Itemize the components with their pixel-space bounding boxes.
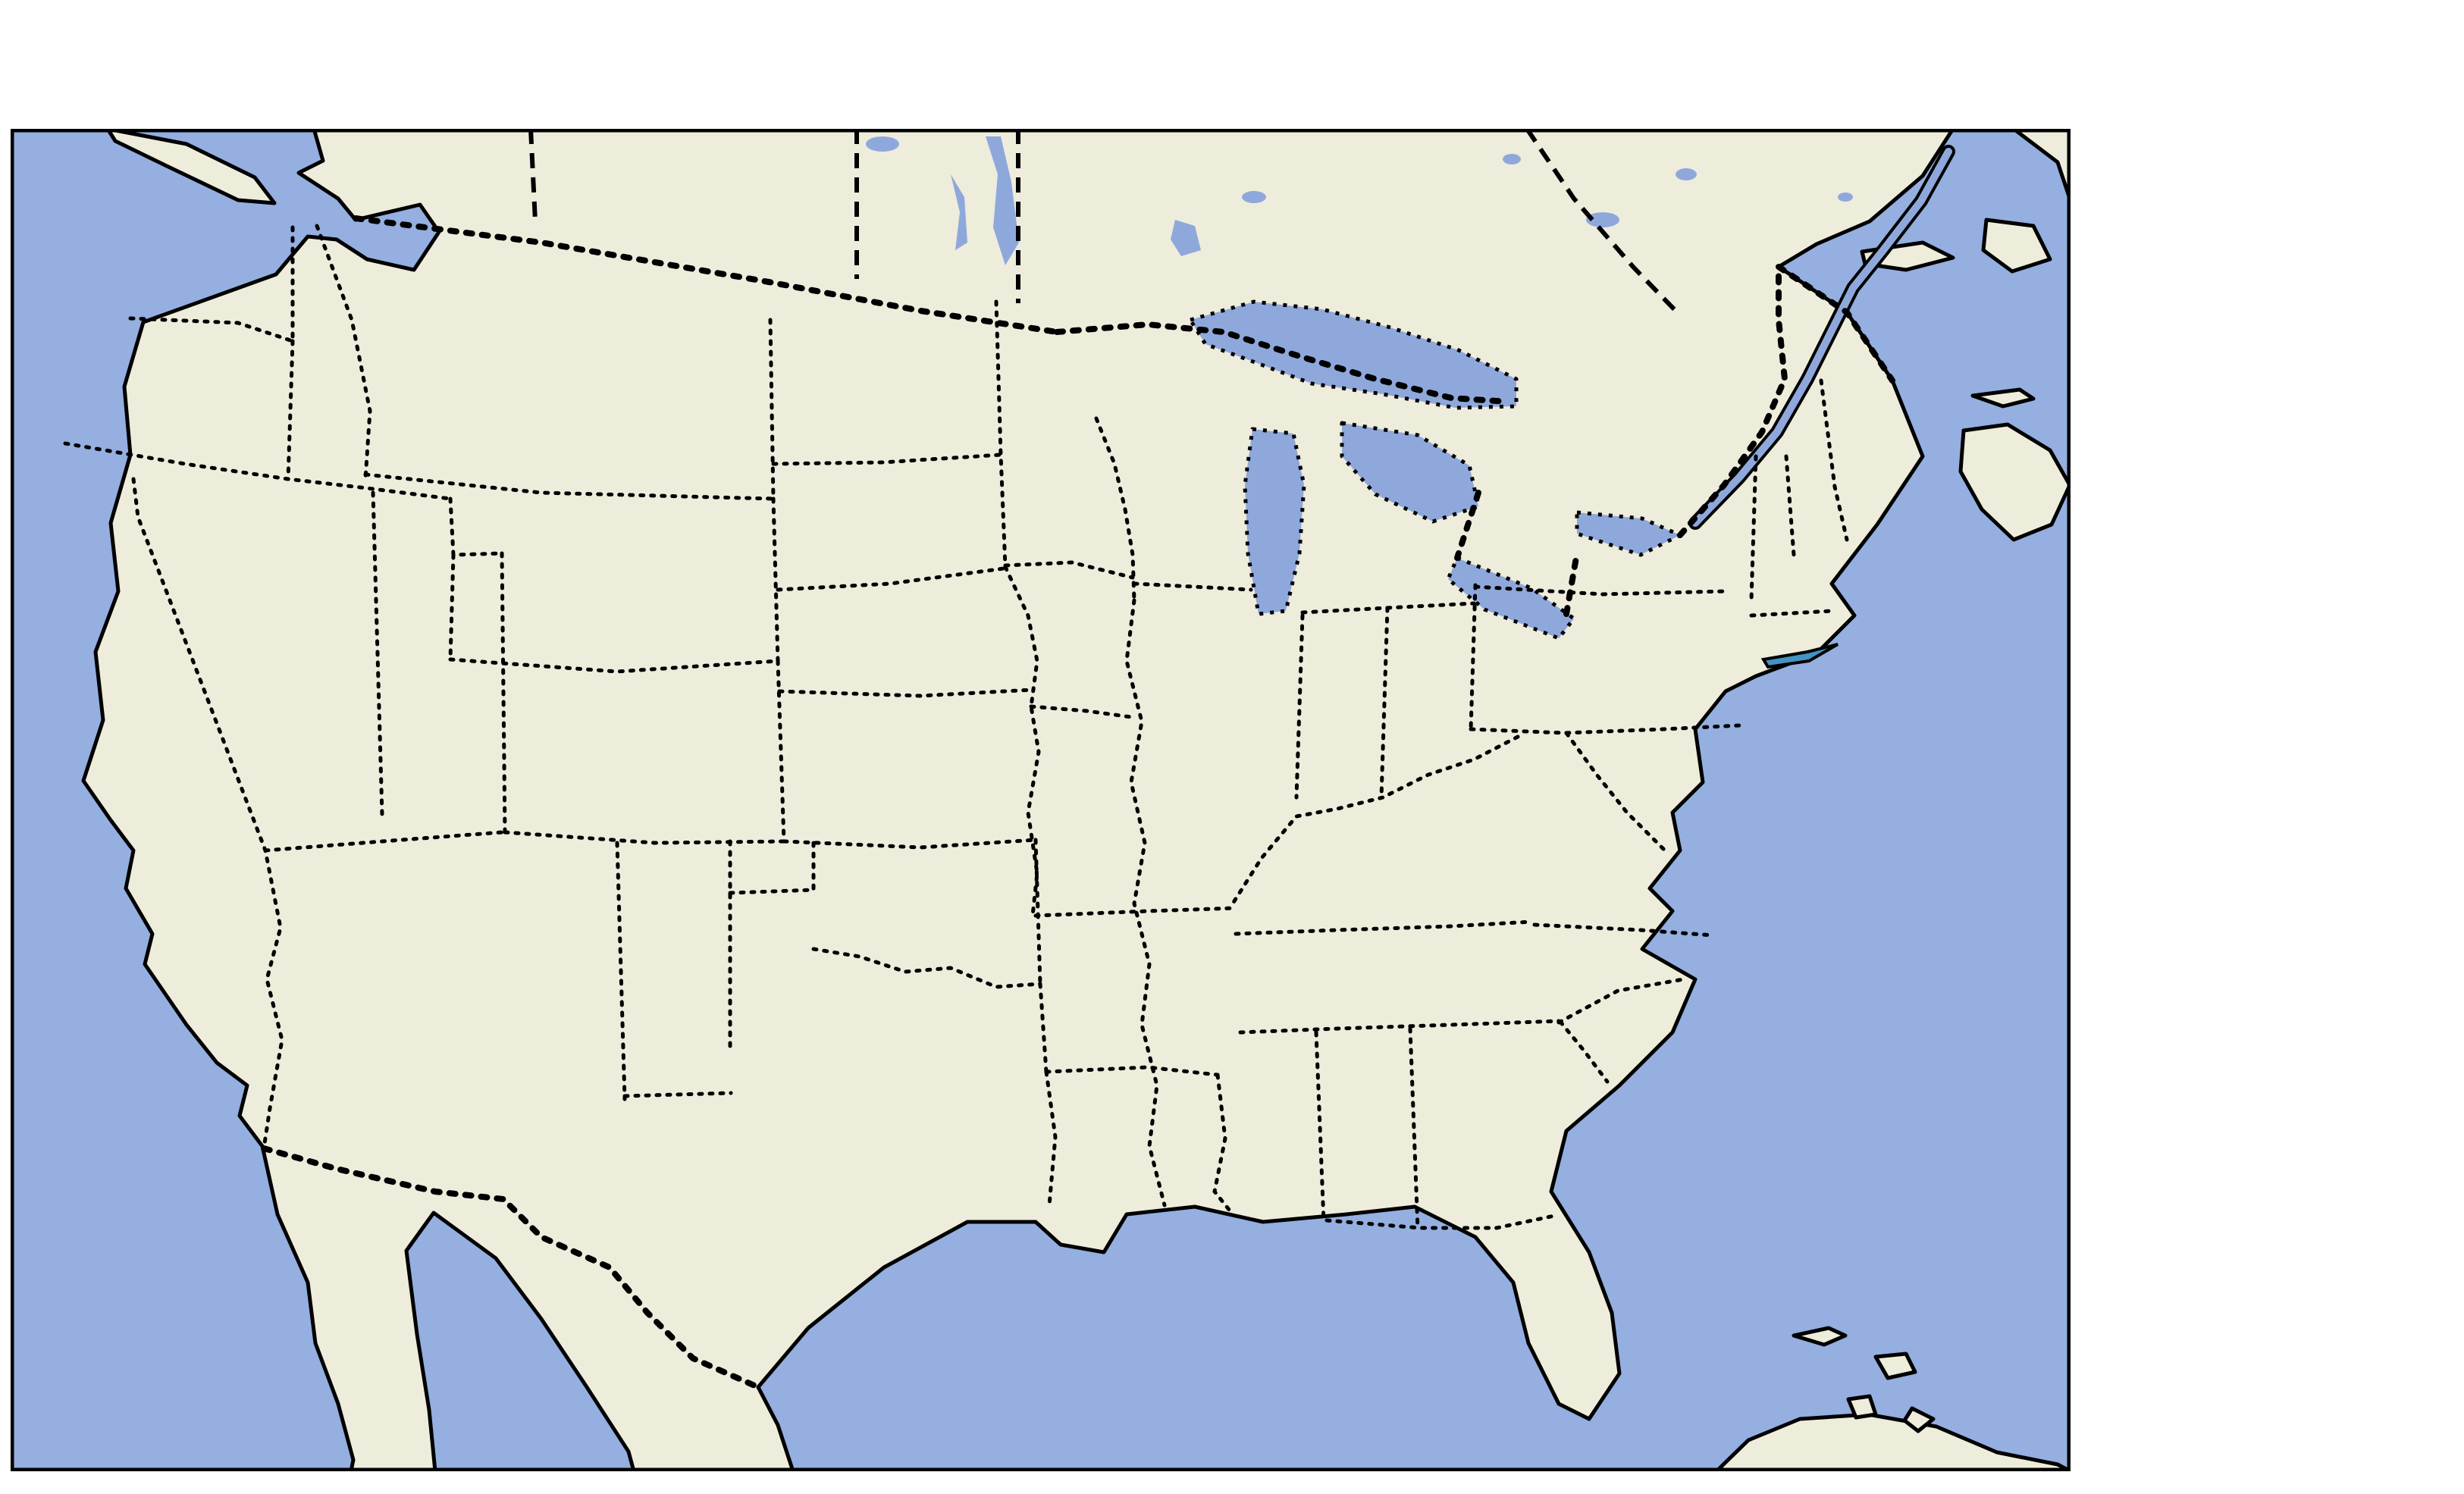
us-hit-rate-map [11, 129, 2071, 1471]
long-island [1760, 643, 1839, 669]
canada-lake [1586, 212, 1619, 227]
lake-michigan [1243, 427, 1306, 616]
st-lawrence-river [1691, 148, 1952, 527]
nova-scotia [1958, 422, 2071, 542]
us-canada-border [353, 215, 1060, 335]
lake-winnipeg [986, 136, 1019, 265]
us-canada-border-huron [1454, 490, 1481, 561]
map-frame [11, 129, 2071, 1471]
canadian-lakes [866, 136, 1853, 265]
canada-lake [1503, 154, 1521, 164]
international-borders [261, 215, 1895, 1390]
lake-superior [1188, 299, 1519, 410]
canada-lake [1676, 168, 1697, 180]
bahamas-island [1902, 1406, 1936, 1433]
state-borders [63, 224, 1849, 1232]
lake-erie [1446, 556, 1576, 641]
us-canada-border-maine [1776, 264, 1895, 384]
bahamas-island [1873, 1351, 1917, 1380]
bahamas-island [1846, 1394, 1878, 1420]
canada-lake [866, 136, 899, 152]
vancouver-island [105, 129, 277, 205]
colorbar [2244, 212, 2464, 1425]
us-canada-border-niagara [1563, 550, 1580, 617]
lake-huron [1340, 421, 1481, 524]
prince-edward-island [1970, 387, 2036, 409]
north-america-land [81, 129, 1955, 1471]
canada-lake [1838, 193, 1853, 202]
map-panel [11, 129, 2071, 1471]
us-canada-border-lakes [1054, 321, 1511, 405]
bahamas-island [1792, 1326, 1848, 1347]
lake-manitoba [951, 174, 967, 250]
great-lakes [1188, 299, 1682, 641]
colorbar-svg [2244, 212, 2464, 1425]
lake-ontario [1575, 510, 1682, 557]
us-canada-border-stlawrence [1677, 264, 1788, 538]
gulf-island [1981, 218, 2052, 274]
lake-of-the-woods [1171, 220, 1201, 256]
province-borders [528, 129, 1682, 318]
islands [105, 129, 2071, 1471]
canada-lake [1242, 191, 1266, 203]
us-mexico-border [261, 1145, 761, 1390]
